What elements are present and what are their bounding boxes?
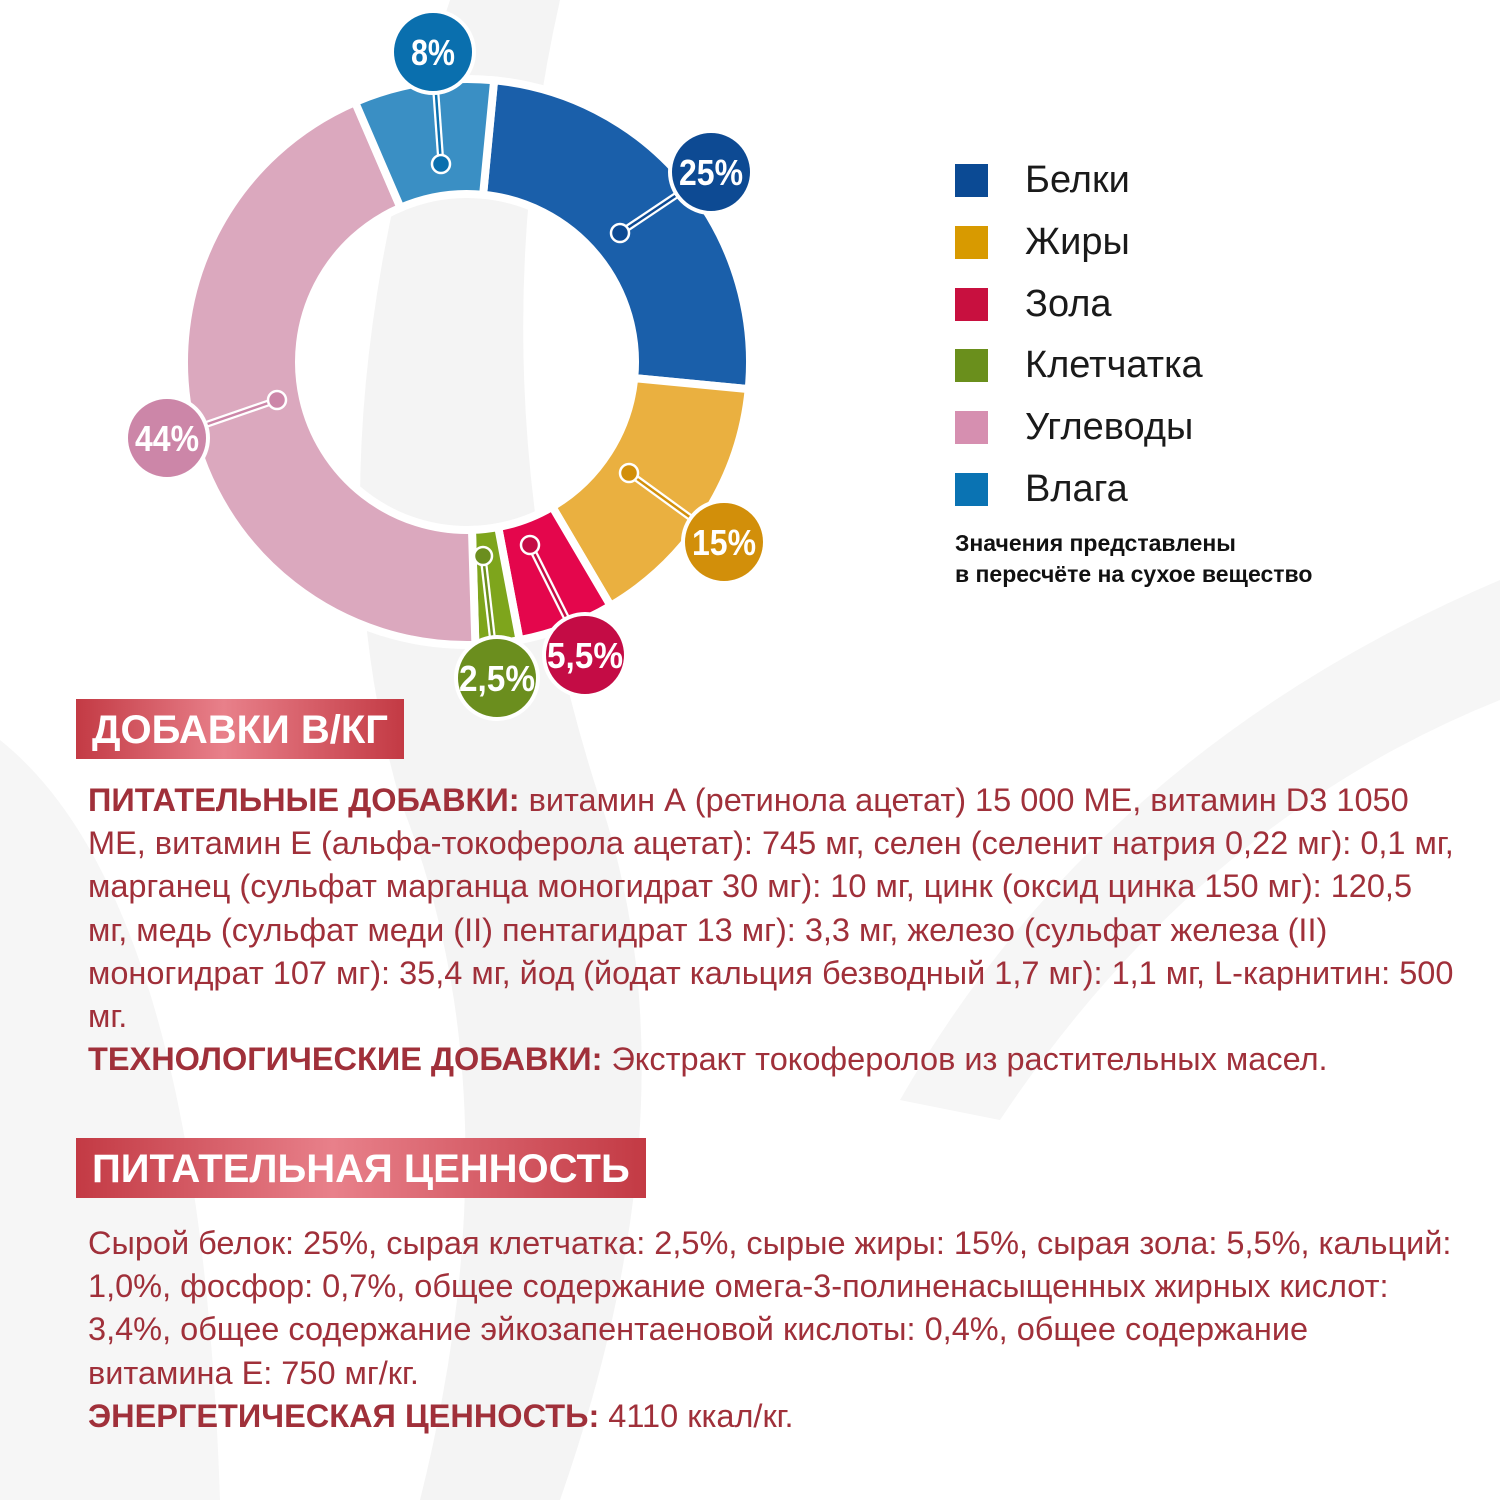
slice-5 (180, 96, 480, 649)
legend-label: Углеводы (1025, 406, 1194, 449)
data-label: 44% (135, 418, 199, 459)
note-line-1: Значения представлены (955, 530, 1236, 556)
legend-item: Влага (955, 458, 1203, 520)
data-label: 2,5% (459, 658, 535, 699)
nutritional-additives-text: витамин А (ретинола ацетат) 15 000 МЕ, в… (88, 782, 1454, 1035)
chart-legend: Белки Жиры Зола Клетчатка Углеводы Влага (955, 150, 1203, 520)
data-label-bubble (542, 612, 628, 698)
tech-additives-text: Экстракт токоферолов из растительных мас… (602, 1041, 1328, 1078)
legend-item: Углеводы (955, 397, 1203, 459)
data-label-bubble (681, 499, 767, 585)
leader-dot (519, 534, 541, 556)
nutrition-text-block: Сырой белок: 25%, сырая клетчатка: 2,5%,… (88, 1222, 1458, 1438)
energy-text: 4110 ккал/кг. (599, 1397, 794, 1434)
legend-label: Жиры (1025, 221, 1130, 264)
data-label-bubble (454, 635, 540, 721)
legend-swatch (955, 472, 988, 506)
chart-note: Значения представлены в пересчёте на сух… (955, 528, 1312, 590)
nutrition-text: Сырой белок: 25%, сырая клетчатка: 2,5%,… (88, 1225, 1452, 1391)
leader-dot (618, 462, 640, 484)
legend-swatch (955, 164, 988, 198)
leader-dot (609, 222, 631, 244)
leader-dot (472, 545, 494, 567)
legend-swatch (955, 287, 988, 321)
legend-item: Клетчатка (955, 335, 1203, 397)
data-label-bubble (668, 129, 754, 215)
data-label: 8% (411, 32, 455, 73)
leader-dot (266, 389, 288, 411)
legend-item: Зола (955, 273, 1203, 335)
data-label-bubble (390, 9, 476, 95)
legend-swatch (955, 411, 988, 445)
nutritional-additives-label: ПИТАТЕЛЬНЫЕ ДОБАВКИ: (88, 782, 520, 818)
legend-swatch (955, 226, 988, 260)
legend-item: Белки (955, 150, 1203, 212)
donut-chart: 25% 15% 5,5% 2,5% 44% 8% (124, 9, 767, 721)
data-label-bubble (124, 395, 210, 481)
data-label: 25% (679, 152, 743, 193)
note-line-2: в пересчёте на сухое вещество (955, 561, 1313, 587)
legend-label: Белки (1025, 159, 1130, 202)
nutrition-header: ПИТАТЕЛЬНАЯ ЦЕННОСТЬ (76, 1138, 646, 1198)
legend-swatch (955, 349, 988, 383)
legend-item: Жиры (955, 212, 1203, 274)
data-label: 15% (692, 522, 756, 563)
legend-label: Зола (1025, 282, 1112, 325)
tech-additives-label: ТЕХНОЛОГИЧЕСКИЕ ДОБАВКИ: (88, 1041, 603, 1078)
additives-header: ДОБАВКИ В/КГ (76, 699, 404, 759)
legend-label: Клетчатка (1025, 344, 1203, 387)
data-label: 5,5% (547, 635, 623, 676)
slice-6 (349, 75, 499, 213)
energy-label: ЭНЕРГЕТИЧЕСКАЯ ЦЕННОСТЬ: (88, 1397, 600, 1434)
legend-label: Влага (1025, 467, 1128, 510)
leader-dot (430, 153, 452, 175)
additives-text: ПИТАТЕЛЬНЫЕ ДОБАВКИ: витамин А (ретинола… (88, 779, 1458, 1081)
